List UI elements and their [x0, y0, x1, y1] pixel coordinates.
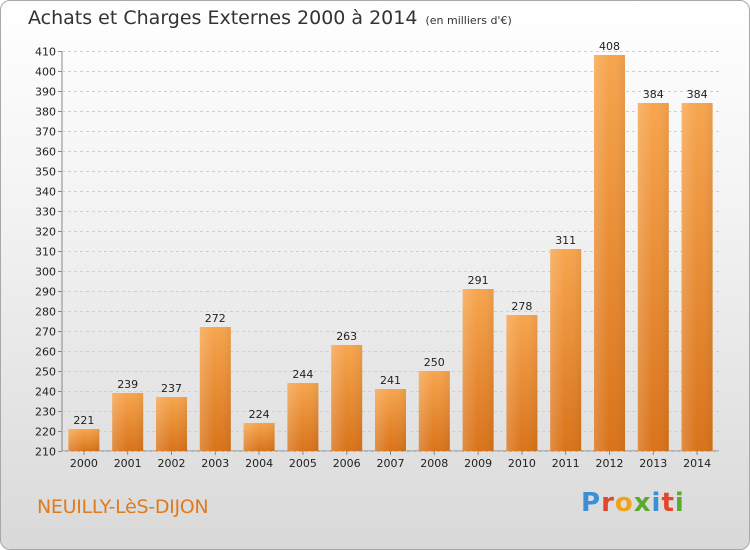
y-tick-label: 240: [35, 386, 56, 399]
bar-value-label: 263: [336, 330, 357, 343]
y-tick-label: 340: [35, 186, 56, 199]
x-tick-label: 2010: [508, 457, 536, 470]
logo-letter: i: [674, 488, 685, 518]
bar-shade: [418, 371, 450, 451]
bar-shade: [594, 55, 625, 451]
bar-value-label: 237: [161, 382, 182, 395]
bar-value-label: 384: [643, 88, 664, 101]
y-tick-label: 280: [35, 306, 56, 319]
logo-letter: r: [601, 488, 615, 518]
bar-value-label: 272: [205, 312, 226, 325]
x-tick-label: 2013: [639, 457, 667, 470]
bar-value-label: 221: [73, 414, 94, 427]
proxiti-logo: Proxiti: [581, 488, 685, 518]
bar-value-label: 244: [292, 368, 313, 381]
x-tick-label: 2009: [464, 457, 492, 470]
bar-shade: [156, 397, 187, 451]
y-tick-label: 230: [35, 406, 56, 419]
x-tick-label: 2008: [420, 457, 448, 470]
y-tick-label: 320: [35, 226, 56, 239]
bar-value-label: 224: [249, 408, 270, 421]
y-tick-label: 210: [35, 446, 56, 459]
bar-shade: [681, 103, 713, 451]
x-tick-label: 2001: [114, 457, 142, 470]
commune-name: NEUILLY-LèS-DIJON: [37, 496, 209, 518]
y-tick-label: 400: [35, 66, 56, 79]
y-tick-label: 310: [35, 246, 56, 259]
x-tick-label: 2004: [245, 457, 273, 470]
unit-label: (en milliers d'€): [425, 14, 512, 27]
y-tick-label: 270: [35, 326, 56, 339]
bar-shade: [112, 393, 144, 451]
y-tick-label: 260: [35, 346, 56, 359]
labels-layer: 210 220 230 240 250 260 270 280 290 300 310 320 330 3…: [35, 40, 711, 470]
logo-letter: t: [661, 488, 675, 518]
bar-shade: [331, 345, 363, 451]
title-text: Achats et Charges Externes 2000 à 2014: [28, 7, 418, 29]
bar-value-label: 384: [687, 88, 708, 101]
y-tick-label: 330: [35, 206, 56, 219]
y-tick-label: 370: [35, 126, 56, 139]
bars-layer: [68, 55, 713, 451]
logo-letter: x: [633, 488, 652, 518]
x-tick-label: 2012: [596, 457, 624, 470]
y-tick-label: 390: [35, 86, 56, 99]
bar-shade: [550, 249, 582, 451]
bar-shade: [462, 289, 494, 451]
bar-shade: [287, 383, 319, 451]
chart-title: Achats et Charges Externes 2000 à 2014 (e…: [28, 7, 512, 29]
y-tick-label: 290: [35, 286, 56, 299]
bar-value-label: 278: [511, 300, 532, 313]
x-tick-label: 2014: [683, 457, 711, 470]
bar-value-label: 239: [117, 378, 138, 391]
bar-value-label: 250: [424, 356, 445, 369]
bar-shade: [199, 327, 231, 451]
y-tick-label: 350: [35, 166, 56, 179]
y-tick-label: 300: [35, 266, 56, 279]
x-tick-label: 2003: [201, 457, 229, 470]
bar-shade: [506, 315, 538, 451]
bar-shade: [68, 429, 100, 451]
x-tick-label: 2002: [158, 457, 186, 470]
x-tick-label: 2005: [289, 457, 317, 470]
logo-letter: P: [581, 488, 602, 518]
x-tick-label: 2007: [377, 457, 405, 470]
bar-value-label: 291: [468, 274, 489, 287]
y-tick-label: 250: [35, 366, 56, 379]
x-tick-label: 2006: [333, 457, 361, 470]
x-tick-label: 2000: [70, 457, 98, 470]
bar-value-label: 408: [599, 40, 620, 53]
bar-shade: [375, 389, 406, 451]
y-tick-label: 360: [35, 146, 56, 159]
bar-shade: [637, 103, 669, 451]
y-tick-label: 410: [35, 46, 56, 59]
bar-shade: [243, 423, 275, 451]
y-tick-label: 220: [35, 426, 56, 439]
x-tick-label: 2011: [552, 457, 580, 470]
bar-value-label: 311: [555, 234, 576, 247]
logo-letter: o: [614, 488, 634, 518]
logo-letter: i: [651, 488, 662, 518]
y-tick-label: 380: [35, 106, 56, 119]
bar-value-label: 241: [380, 374, 401, 387]
